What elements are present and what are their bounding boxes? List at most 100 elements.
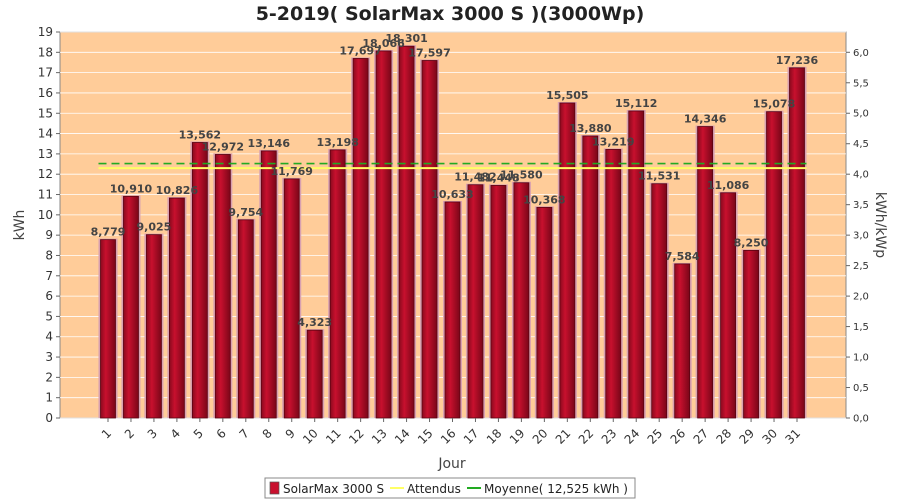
bar-day-10 [306, 329, 323, 419]
y-tick-label: 0 [45, 411, 53, 425]
x-tick-label: 26 [668, 426, 689, 447]
x-tick-label: 11 [323, 426, 344, 447]
y-tick-label: 15 [38, 106, 53, 120]
bar-day-24 [628, 110, 645, 419]
bar-day-28 [720, 192, 736, 419]
x-tick-label: 6 [214, 426, 229, 441]
y-tick-label: 14 [38, 127, 53, 141]
x-tick-label: 16 [438, 426, 459, 447]
y-tick-label: 9 [45, 228, 53, 242]
chart-title: 5-2019( SolarMax 3000 S )(3000Wp) [256, 3, 645, 25]
y2-tick-label: 1,0 [853, 353, 869, 364]
y2-tick-label: 2,0 [853, 292, 869, 303]
x-tick-label: 1 [99, 426, 114, 441]
bar-day-15 [421, 60, 438, 419]
x-tick-label: 9 [283, 426, 298, 441]
y2-tick-label: 3,0 [853, 231, 869, 242]
reference-lines [98, 162, 807, 170]
bar-day-30 [766, 111, 782, 419]
x-tick-label: 17 [461, 426, 482, 447]
bar-day-27 [697, 126, 714, 419]
y-tick-label: 17 [38, 66, 53, 80]
x-tick-label: 28 [714, 426, 735, 447]
x-tick-label: 29 [736, 426, 757, 447]
x-tick-label: 20 [530, 426, 551, 447]
y-tick-label: 8 [45, 248, 53, 262]
y-axis-label: kWh [12, 210, 28, 241]
data-label: 11,448 [477, 171, 519, 184]
y2-tick-label: 0,0 [853, 414, 869, 425]
x-tick-label: 12 [346, 426, 367, 447]
y-tick-label: 19 [38, 25, 53, 39]
data-label: 7,584 [665, 250, 700, 263]
data-label: 13,219 [592, 135, 634, 148]
data-label: 11,580 [500, 169, 543, 182]
x-tick-label: 7 [237, 426, 252, 441]
data-label: 15,112 [615, 97, 657, 110]
bar-day-23 [605, 149, 622, 419]
y-tick-label: 6 [45, 289, 53, 303]
data-label: 10,910 [110, 182, 153, 195]
x-tick-label: 15 [415, 426, 436, 447]
data-label: 9,025 [137, 221, 172, 234]
bar-day-13 [375, 50, 392, 419]
data-label: 10,368 [523, 193, 565, 206]
y-tick-label: 18 [38, 45, 53, 59]
x-tick-label: 13 [369, 426, 390, 447]
bar-day-31 [789, 67, 805, 419]
data-label: 13,562 [179, 128, 221, 141]
y-tick-label: 11 [38, 188, 53, 202]
bar-day-11 [329, 149, 346, 419]
x-tick-label: 25 [645, 426, 666, 447]
bar-day-16 [444, 201, 461, 419]
y2-tick-label: 0,5 [853, 383, 869, 394]
bar-day-19 [513, 182, 530, 419]
y-tick-label: 2 [45, 370, 53, 384]
data-label: 11,482 [454, 171, 496, 184]
data-label: 10,826 [156, 184, 199, 197]
bar-day-12 [352, 58, 369, 419]
data-label: 12,972 [202, 140, 244, 153]
x-tick-label: 10 [300, 426, 321, 447]
bar-day-14 [398, 45, 415, 419]
data-label: 10,633 [431, 188, 473, 201]
bar-day-26 [674, 263, 691, 419]
x-tick-label: 27 [691, 426, 712, 447]
x-tick-label: 3 [145, 426, 160, 441]
data-label: 8,250 [734, 236, 769, 249]
data-label: 13,880 [569, 122, 612, 135]
legend-box [264, 477, 636, 499]
data-label: 13,146 [248, 137, 291, 150]
x-tick-label: 4 [168, 426, 183, 441]
y2-tick-label: 5,0 [853, 109, 869, 120]
data-label: 18,301 [385, 32, 427, 45]
data-label: 15,505 [546, 89, 588, 102]
y-tick-label: 12 [38, 167, 53, 181]
x-axis-label: Jour [437, 456, 466, 472]
legend-swatch-series [269, 481, 280, 495]
bar-day-1 [100, 239, 116, 419]
data-label: 17,697 [339, 44, 381, 57]
y-tick-label: 13 [38, 147, 53, 161]
y2-axis-ticks: 0,0 0,5 1,0 1,5 2,0 2,5 3,0 3,5 4,0 4,5 5,0 5,5 6,0 [846, 48, 869, 425]
legend-label-average: Moyenne( 12,525 kWh ) [484, 482, 628, 496]
legend-label-expected: Attendus [407, 482, 461, 496]
data-label: 15,078 [753, 98, 795, 111]
bar-day-18 [490, 185, 507, 419]
x-tick-label: 31 [782, 426, 803, 447]
data-label: 17,236 [776, 54, 819, 67]
x-tick-label: 21 [553, 426, 574, 447]
x-tick-label: 5 [191, 426, 206, 441]
legend-label-series: SolarMax 3000 S [283, 482, 384, 496]
bar-day-9 [283, 178, 300, 419]
bar-day-7 [237, 219, 254, 419]
y2-tick-label: 1,5 [853, 322, 869, 333]
x-tick-label: 22 [576, 426, 597, 447]
bar-day-25 [651, 183, 668, 419]
x-tick-label: 24 [622, 426, 643, 447]
y2-tick-label: 4,5 [853, 139, 869, 150]
y2-axis-label: kWh/kWp [872, 192, 888, 258]
